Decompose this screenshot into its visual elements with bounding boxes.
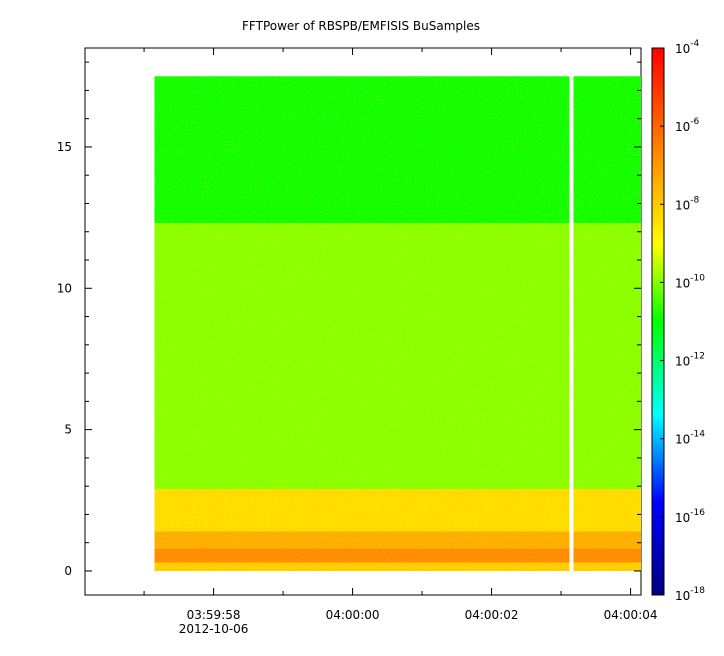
colorbar-tick-exponent: -4 bbox=[690, 39, 699, 49]
y-tick-label: 5 bbox=[64, 423, 72, 437]
colorbar-tick-label: 10-12 bbox=[675, 352, 705, 369]
y-tick-label: 0 bbox=[64, 564, 72, 578]
colorbar-tick-base: 10 bbox=[675, 120, 690, 134]
colorbar-tick-base: 10 bbox=[675, 589, 690, 603]
colorbar-tick-label: 10-14 bbox=[675, 430, 705, 447]
x-axis: 03:59:58 04:00:00 04:00:02 04:00:04 2012-10-… bbox=[143, 48, 658, 636]
x-date-label: 2012-10-06 bbox=[179, 622, 249, 636]
colorbar-tick-exponent: -6 bbox=[690, 117, 699, 127]
colorbar-tick-exponent: -14 bbox=[690, 430, 705, 440]
x-tick-label: 04:00:02 bbox=[465, 608, 519, 622]
colorbar-tick-label: 10-4 bbox=[675, 39, 700, 56]
colorbar-tick-exponent: -8 bbox=[690, 195, 699, 205]
heatmap-noise-texture bbox=[154, 76, 641, 571]
colorbar-tick-base: 10 bbox=[675, 355, 690, 369]
colorbar-tick-label: 10-6 bbox=[675, 117, 700, 134]
heatmap-cells bbox=[154, 76, 641, 571]
colorbar-tick-label: 10-8 bbox=[675, 195, 700, 212]
x-tick-label: 04:00:04 bbox=[604, 608, 658, 622]
y-tick-label: 10 bbox=[57, 281, 72, 295]
colorbar-tick-base: 10 bbox=[675, 276, 690, 290]
y-axis: 0 5 10 15 bbox=[57, 61, 641, 578]
x-tick-label: 04:00:00 bbox=[326, 608, 380, 622]
colorbar-tick-base: 10 bbox=[675, 198, 690, 212]
colorbar-tick-label: 10-16 bbox=[675, 508, 705, 525]
colorbar-tick-base: 10 bbox=[675, 433, 690, 447]
colorbar-tick-exponent: -12 bbox=[690, 352, 705, 362]
colorbar-tick-base: 10 bbox=[675, 42, 690, 56]
colorbar-gradient bbox=[651, 47, 665, 596]
colorbar-tick-base: 10 bbox=[675, 511, 690, 525]
y-tick-label: 15 bbox=[57, 140, 72, 154]
colorbar-tick-label: 10-10 bbox=[675, 273, 705, 290]
colorbar-tick-exponent: -18 bbox=[690, 586, 705, 596]
colorbar-tick-label: 10-18 bbox=[675, 586, 705, 603]
colorbar-tick-exponent: -16 bbox=[690, 508, 705, 518]
chart-title: FFTPower of RBSPB/EMFISIS BuSamples bbox=[242, 19, 480, 33]
colorbar-tick-exponent: -10 bbox=[690, 273, 705, 283]
x-tick-label: 03:59:58 bbox=[187, 608, 241, 622]
plot-area: 03:59:58 04:00:00 04:00:02 04:00:04 2012-10-… bbox=[57, 47, 658, 636]
data-gap bbox=[569, 76, 574, 571]
